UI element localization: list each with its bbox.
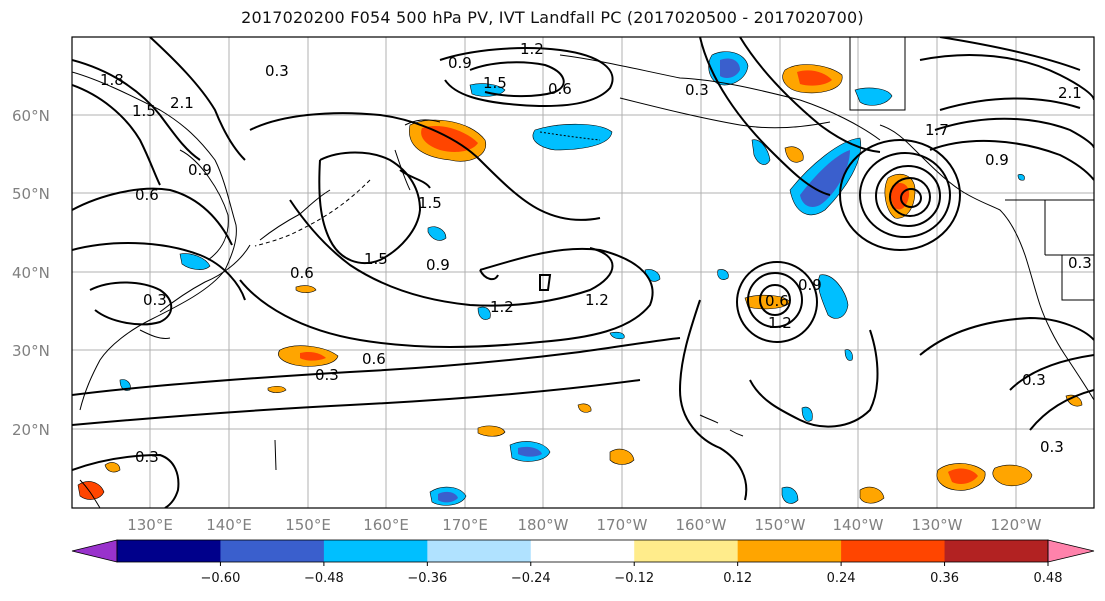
lon-label: 130°E: [127, 516, 173, 534]
colorbar-extend-high: [1047, 539, 1095, 563]
contour-label: 0.6: [135, 186, 159, 204]
contour-label: 1.2: [520, 40, 544, 58]
longitude-labels: 130°E 140°E 150°E 160°E 170°E 180°W 170°…: [127, 516, 1041, 534]
contour-label: 1.5: [483, 74, 507, 92]
contour-label: 1.7: [925, 121, 949, 139]
lon-label: 160°W: [676, 516, 727, 534]
contour-label: 1.2: [490, 298, 514, 316]
contour-label: 2.1: [170, 94, 194, 112]
contour-label: 1.2: [768, 314, 792, 332]
lon-label: 130°W: [912, 516, 963, 534]
colorbar-tick-label: −0.12: [614, 571, 654, 586]
colorbar-segment: [220, 540, 325, 562]
contour-label: 1.5: [364, 250, 388, 268]
contour-label: 0.3: [315, 366, 339, 384]
contour-label: 0.9: [188, 161, 212, 179]
contour-label: 0.9: [798, 276, 822, 294]
contour-label: 2.1: [1058, 84, 1082, 102]
lon-label: 120°W: [991, 516, 1042, 534]
colorbar-segment: [427, 540, 532, 562]
colorbar-tick-label: 0.36: [930, 571, 959, 586]
lon-label: 160°E: [363, 516, 409, 534]
colorbar-segment: [737, 540, 842, 562]
contour-label: 0.3: [1022, 371, 1046, 389]
latitude-labels: 60°N 50°N 40°N 30°N 20°N: [12, 107, 50, 439]
coastlines: [72, 37, 1094, 508]
contour-label: 0.6: [765, 292, 789, 310]
lon-label: 140°E: [206, 516, 252, 534]
colorbar-segment: [944, 540, 1049, 562]
colorbar-tick-label: 0.12: [723, 571, 752, 586]
map-title: 2017020200 F054 500 hPa PV, IVT Landfall…: [241, 8, 864, 27]
contour-labels: 1.2 0.9 1.5 0.6 0.3 1.8 2.1 1.5 0.9 0.6 …: [100, 40, 1092, 466]
lat-label: 20°N: [12, 421, 50, 439]
lat-label: 40°N: [12, 264, 50, 282]
lat-label: 30°N: [12, 342, 50, 360]
lat-label: 60°N: [12, 107, 50, 125]
contour-label: 1.8: [100, 71, 124, 89]
colorbar-tick-label: −0.48: [304, 571, 344, 586]
colorbar-segment: [530, 540, 635, 562]
contour-label: 0.9: [426, 256, 450, 274]
plot-frame: [71, 36, 1095, 509]
pv-contours: [72, 37, 1094, 508]
lon-label: 140°W: [833, 516, 884, 534]
contour-label: 0.3: [685, 81, 709, 99]
colorbar-segment: [841, 540, 946, 562]
colorbar-extend-low: [71, 539, 118, 563]
colorbar-segment: [117, 540, 221, 562]
contour-label: 0.3: [143, 291, 167, 309]
colorbar-tick-label: −0.36: [407, 571, 447, 586]
colorbar-tick-label: −0.60: [201, 571, 241, 586]
colorbar-tick-label: 0.24: [827, 571, 856, 586]
contour-label: 1.5: [132, 102, 156, 120]
lon-label: 150°E: [285, 516, 331, 534]
contour-label: 0.3: [1068, 254, 1092, 272]
contour-label: 1.5: [418, 194, 442, 212]
colorbar-outline: [116, 539, 1049, 563]
colorbar-segment: [634, 540, 739, 562]
lon-label: 170°W: [597, 516, 648, 534]
contour-label: 0.9: [985, 151, 1009, 169]
lat-label: 50°N: [12, 185, 50, 203]
lon-label: 150°W: [755, 516, 806, 534]
contour-label: 0.6: [362, 350, 386, 368]
colorbar-tick-label: −0.24: [511, 571, 551, 586]
contour-label: 0.3: [1040, 438, 1064, 456]
contour-label: 0.6: [290, 264, 314, 282]
colorbar-tick-label: 0.48: [1034, 571, 1063, 586]
contour-label: 0.9: [448, 54, 472, 72]
colorbar: −0.60 −0.48 −0.36 −0.24 −0.12 0.12 0.24 0.36 0.4…: [71, 539, 1095, 586]
lon-label: 170°E: [442, 516, 488, 534]
contour-label: 0.6: [548, 80, 572, 98]
contour-label: 0.3: [265, 62, 289, 80]
contour-label: 0.3: [135, 448, 159, 466]
colorbar-segment: [323, 540, 428, 562]
contour-label: 1.2: [585, 291, 609, 309]
lon-label: 180°W: [518, 516, 569, 534]
